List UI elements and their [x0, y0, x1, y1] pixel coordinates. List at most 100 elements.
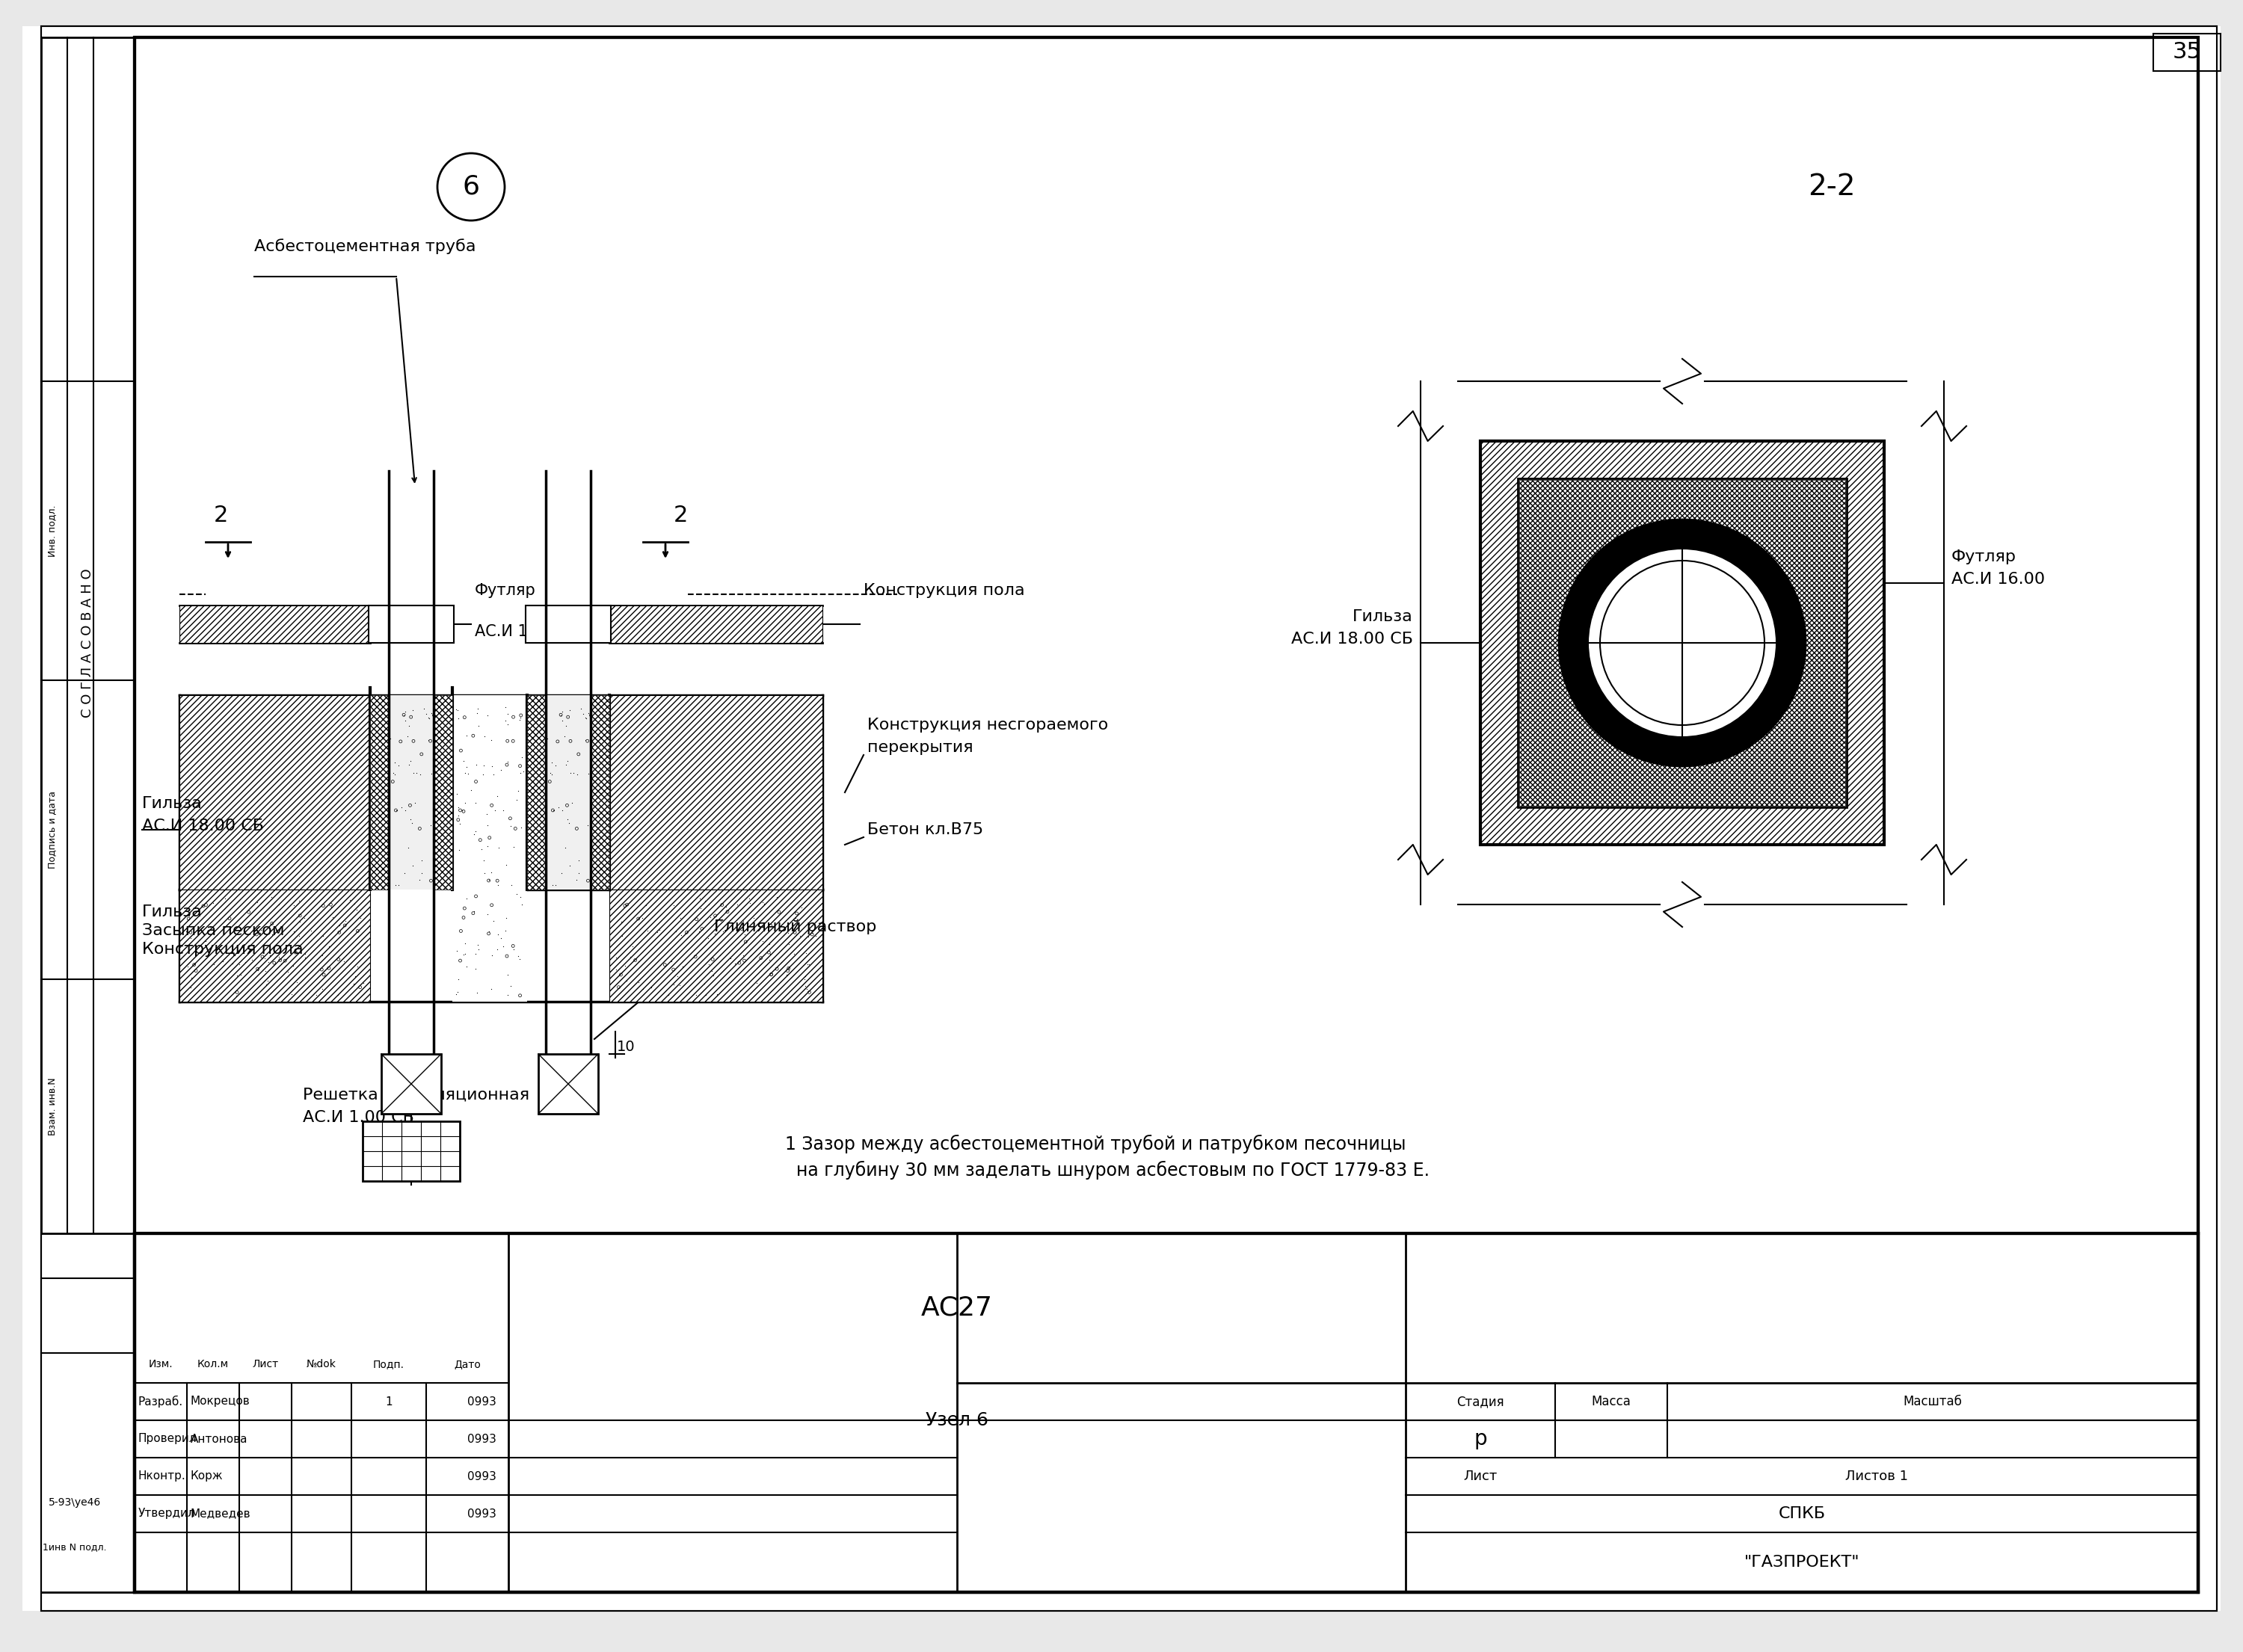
Point [754, 961, 790, 988]
Point [408, 700, 444, 727]
Point [514, 790, 550, 816]
Point [680, 965, 716, 991]
Point [384, 729, 419, 755]
Point [664, 922, 700, 948]
Bar [610, 695, 823, 889]
Point [550, 704, 585, 730]
Point [603, 922, 639, 948]
Point [401, 816, 437, 843]
Text: 0993: 0993 [467, 1396, 496, 1408]
Point [280, 922, 316, 948]
Point [543, 702, 579, 729]
Point [379, 798, 415, 824]
Point [260, 890, 296, 917]
Point [731, 885, 767, 912]
Point [204, 948, 240, 975]
Point [664, 953, 700, 980]
Point [442, 796, 478, 823]
Point [343, 905, 379, 932]
Bar [370, 695, 388, 889]
Point [724, 942, 760, 968]
Point [538, 872, 574, 899]
Point [487, 694, 523, 720]
Point [386, 702, 422, 729]
Point [368, 786, 404, 813]
Point [758, 957, 794, 983]
Point [502, 945, 538, 971]
Text: Изм.: Изм. [148, 1360, 173, 1370]
Point [704, 919, 740, 945]
Text: Дато: Дато [453, 1360, 480, 1370]
Point [251, 942, 287, 968]
Point [404, 742, 440, 768]
Point [440, 803, 476, 829]
Point [256, 919, 292, 945]
Circle shape [1559, 519, 1806, 767]
Text: на глубину 30 мм заделать шнуром асбестовым по ГОСТ 1779-83 Е.: на глубину 30 мм заделать шнуром асбесто… [785, 1160, 1429, 1180]
Point [440, 697, 476, 724]
Point [581, 783, 617, 809]
Text: 0993: 0993 [467, 1508, 496, 1520]
Point [554, 790, 590, 816]
Point [359, 834, 395, 861]
Point [621, 970, 657, 996]
Point [655, 902, 691, 928]
Point [314, 904, 350, 930]
Point [500, 778, 536, 805]
Point [426, 758, 462, 785]
Point [677, 981, 713, 1008]
Point [276, 892, 312, 919]
Point [305, 961, 341, 988]
Point [563, 695, 599, 722]
Point [662, 971, 698, 998]
Point [473, 892, 509, 919]
Text: Листов 1: Листов 1 [1846, 1470, 1909, 1483]
Point [424, 707, 460, 733]
Point [502, 760, 538, 786]
Point [751, 932, 787, 958]
Point [633, 975, 668, 1001]
Point [395, 760, 431, 786]
Point [489, 700, 525, 727]
Point [720, 887, 756, 914]
Point [395, 852, 431, 879]
Point [684, 915, 720, 942]
Point [790, 923, 825, 950]
Point [240, 957, 276, 983]
Point [691, 952, 727, 978]
Point [278, 940, 314, 966]
Point [778, 905, 814, 932]
Point [173, 925, 209, 952]
Bar [370, 695, 453, 889]
Text: Взам. инв.N: Взам. инв.N [47, 1077, 58, 1135]
Point [336, 922, 372, 948]
Point [543, 859, 579, 885]
Text: Разраб.: Разраб. [139, 1396, 184, 1408]
Point [218, 942, 253, 968]
Point [677, 943, 713, 970]
Point [449, 953, 484, 980]
Point [359, 838, 395, 864]
Point [505, 758, 541, 785]
Point [502, 753, 538, 780]
Point [473, 859, 509, 885]
Point [460, 980, 496, 1006]
Point [195, 890, 231, 917]
Point [460, 937, 496, 963]
Bar [610, 606, 823, 643]
Point [480, 834, 516, 861]
Point [792, 980, 828, 1006]
Text: Засыпка песком: Засыпка песком [141, 923, 285, 938]
Point [518, 824, 554, 851]
Point [458, 790, 493, 816]
Point [399, 760, 435, 786]
Text: Конструкция несгораемого: Конструкция несгораемого [868, 717, 1108, 732]
Point [794, 922, 830, 948]
Point [545, 707, 581, 733]
Point [541, 729, 576, 755]
Point [211, 905, 247, 932]
Point [655, 892, 691, 919]
Point [574, 702, 610, 729]
Point [446, 747, 482, 773]
Bar [1480, 441, 1884, 844]
